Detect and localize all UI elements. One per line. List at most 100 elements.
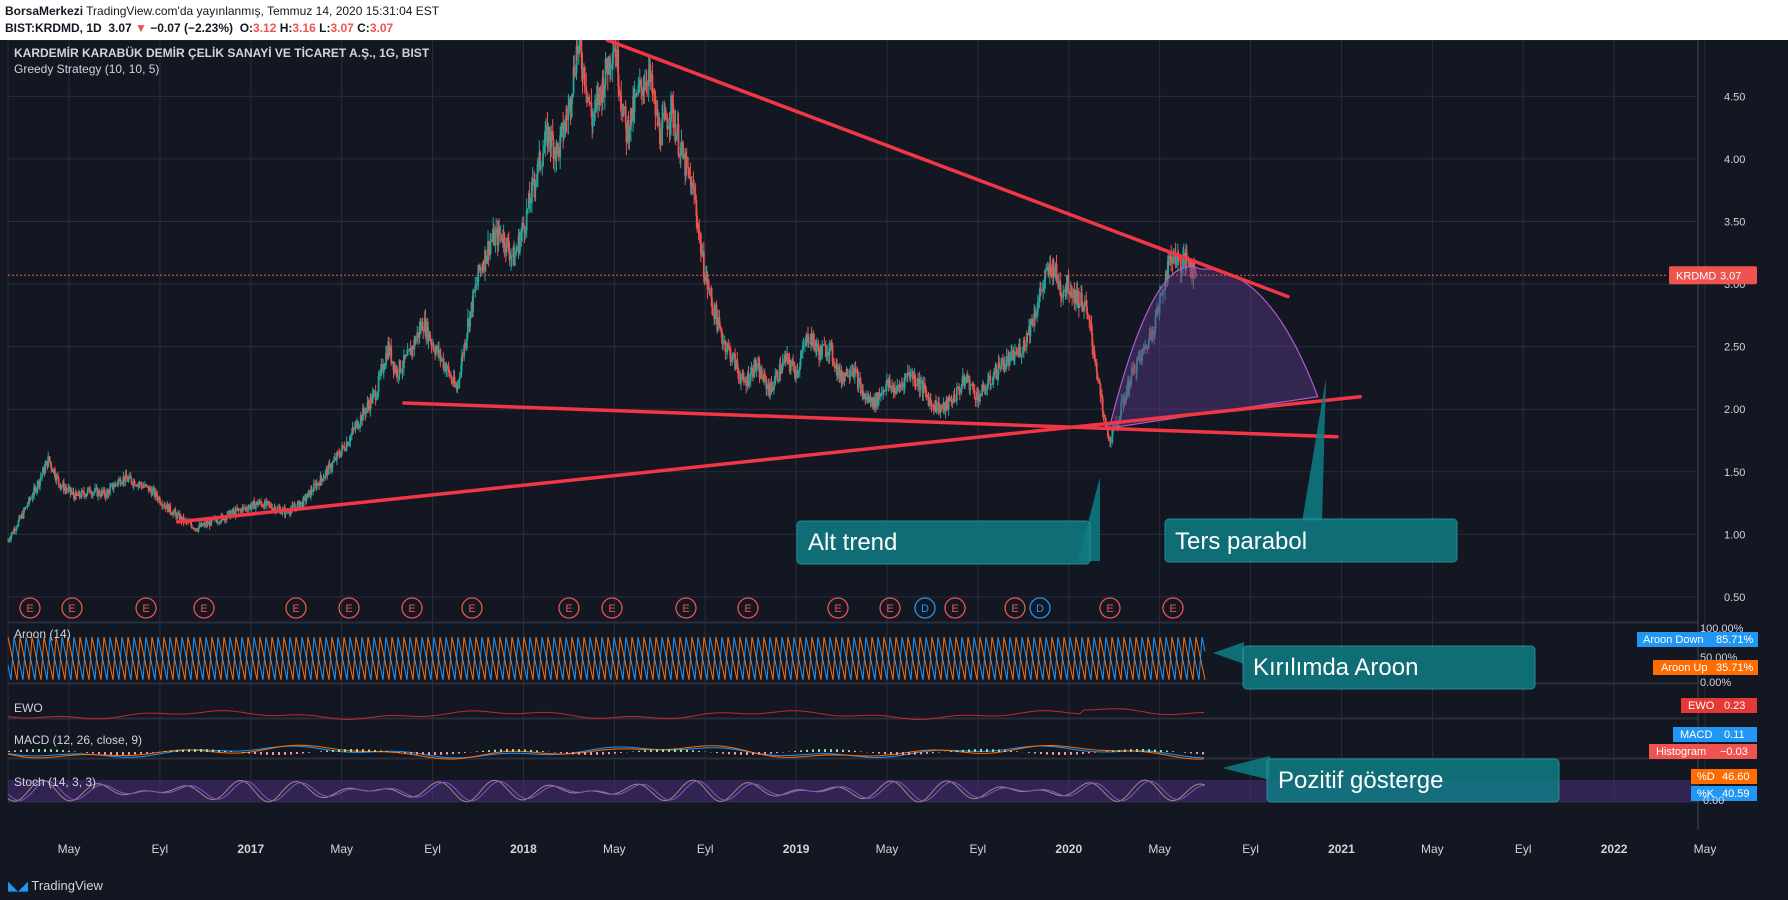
candle-body (635, 93, 638, 95)
brand-name: TradingView (31, 878, 103, 893)
candle-body (444, 363, 447, 372)
macd-histogram-bar (692, 750, 694, 752)
macd-histogram-bar (488, 750, 490, 752)
price-axis[interactable]: 4.504.003.503.002.502.001.501.000.50 (1724, 91, 1745, 604)
candle-body (708, 288, 711, 290)
candle-body (533, 178, 536, 186)
candle-body (460, 365, 463, 377)
candle-body (854, 368, 857, 370)
candle-body (745, 381, 748, 387)
macd-histogram-bar (1184, 752, 1186, 753)
candle-body (141, 485, 143, 488)
candle-body (653, 94, 656, 97)
candle-body (807, 333, 809, 343)
candle-body (823, 344, 826, 346)
macd-histogram-bar (1106, 751, 1108, 752)
macd-histogram-bar (254, 752, 256, 755)
macd-histogram-bar (776, 752, 778, 754)
candle-body (98, 490, 101, 495)
candle-body (376, 391, 379, 398)
candle-body (208, 521, 211, 526)
candle-body (865, 397, 867, 400)
macd-histogram-bar (68, 750, 70, 752)
aroon-pane[interactable] (7, 636, 1206, 680)
candle-body (59, 487, 62, 489)
macd-histogram-bar (800, 750, 802, 752)
candle-body (1052, 260, 1055, 277)
macd-histogram-bar (230, 751, 232, 752)
macd-histogram-bar (872, 752, 874, 753)
macd-histogram-bar (482, 750, 484, 752)
chart-title: KARDEMİR KARABÜK DEMİR ÇELİK SANAYİ VE T… (14, 45, 430, 60)
macd-histogram-bar (1028, 752, 1030, 753)
macd-histogram-bar (650, 749, 652, 752)
candle-body (64, 488, 67, 492)
candle-body (731, 359, 733, 362)
callout-kirilimda-aroon[interactable]: Kırılımda Aroon (1213, 642, 1536, 690)
author-name[interactable]: BorsaMerkezi (5, 4, 84, 18)
macd-histogram-bar (380, 750, 382, 752)
candle-body (833, 361, 835, 366)
macd-histogram-bar (416, 752, 418, 755)
candle-body (703, 277, 706, 282)
macd-histogram-bar (794, 750, 796, 752)
candle-body (1017, 349, 1020, 355)
candle-body (1102, 411, 1105, 416)
candle-body (93, 491, 96, 493)
price-badge-value: 3.07 (1720, 270, 1741, 282)
macd-histogram-bar (128, 752, 130, 755)
candle-body (956, 386, 959, 388)
time-tick: Eyl (970, 842, 987, 856)
time-tick: Eyl (697, 842, 714, 856)
candle-body (664, 110, 667, 120)
candle-body (737, 371, 740, 379)
candle-body (1101, 397, 1104, 412)
macd-histogram-bar (350, 749, 352, 752)
candle-body (519, 237, 521, 252)
candle-body (568, 99, 571, 108)
stoch-label: Stoch (14, 3, 3) (14, 775, 96, 789)
histogram-badge (1649, 744, 1757, 759)
macd-histogram-bar (44, 749, 46, 752)
callout-ters-parabol[interactable]: Ters parabol (1164, 378, 1458, 563)
macd-histogram-bar (152, 752, 154, 753)
macd-histogram-bar (1166, 750, 1168, 752)
candle-body (908, 372, 911, 375)
chart-canvas[interactable]: KARDEMİR KARABÜK DEMİR ÇELİK SANAYİ VE T… (0, 40, 1788, 870)
trend-lines[interactable] (175, 40, 1362, 524)
candle-body (260, 503, 263, 507)
candle-body (732, 353, 735, 355)
macd-histogram-bar (1082, 752, 1084, 754)
candle-body (359, 424, 361, 428)
candle-body (1133, 364, 1136, 373)
macd-histogram-bar (410, 752, 412, 754)
callout-alt-trend[interactable]: Alt trend (796, 477, 1100, 565)
candle-body (645, 82, 648, 86)
candle-body (336, 452, 338, 461)
candle-body (72, 491, 75, 496)
time-axis[interactable]: May Eyl 2017 May Eyl 2018 May Eyl 2019 May Eyl 2020… (58, 842, 1717, 856)
candle-body (1099, 383, 1102, 397)
candle-body (1138, 355, 1141, 358)
candle-body (125, 474, 128, 479)
event-marker (1099, 597, 1121, 619)
tradingview-logo[interactable]: ◣◢ TradingView (8, 878, 103, 894)
macd-histogram-bar (698, 750, 700, 752)
candle-body (1127, 379, 1130, 391)
candle-body (643, 90, 646, 91)
candle-body (810, 334, 813, 347)
candle-body (36, 480, 39, 489)
macd-histogram-bar (74, 751, 76, 752)
candle-body (702, 251, 705, 278)
event-marker (401, 597, 423, 619)
candle-body (987, 379, 989, 388)
macd-histogram-bar (1112, 750, 1114, 752)
macd-histogram-bar (1190, 752, 1192, 754)
callout-pozitif[interactable]: Pozitif gösterge (1222, 756, 1560, 803)
candle-body (1073, 289, 1076, 304)
macd-histogram-bar (686, 749, 688, 752)
ewo-badge-label: EWO (1688, 700, 1715, 712)
macd-histogram-bar (1058, 752, 1060, 755)
candle-body (917, 378, 920, 385)
